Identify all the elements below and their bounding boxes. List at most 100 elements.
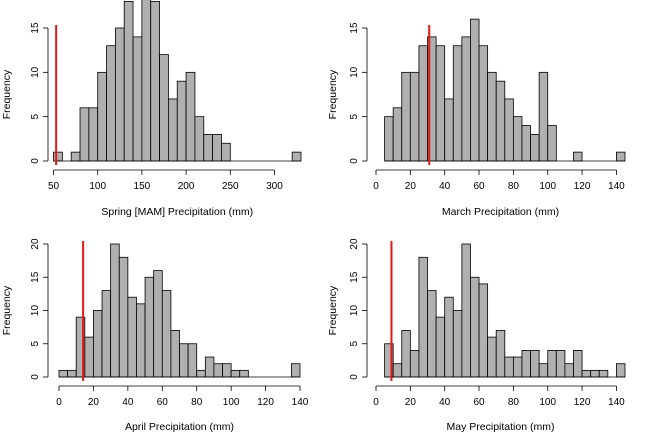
y-tick-label: 5 <box>30 341 41 347</box>
x-axis-label: May Precipitation (mm) <box>447 421 555 433</box>
x-tick-label: 120 <box>257 397 274 408</box>
x-tick-label: 140 <box>608 181 625 192</box>
y-axis-label: Frequency <box>1 69 13 119</box>
histogram-bar <box>170 330 180 378</box>
histogram-bar <box>461 36 471 162</box>
x-tick-label: 100 <box>89 181 106 192</box>
x-tick-label: 80 <box>191 397 203 408</box>
histogram-bar <box>230 369 241 378</box>
x-tick-label: 0 <box>373 397 379 408</box>
x-tick-label: 100 <box>539 181 556 192</box>
histogram-bar <box>521 125 531 162</box>
histogram-bar <box>487 336 497 378</box>
x-tick-label: 100 <box>539 397 556 408</box>
x-tick-label: 80 <box>508 397 520 408</box>
histogram-bar <box>418 45 428 162</box>
x-axis-label: Spring [MAM] Precipitation (mm) <box>101 206 253 218</box>
x-tick-label: 120 <box>574 181 591 192</box>
histogram-bar <box>495 80 506 162</box>
histogram-bar <box>204 356 215 378</box>
histogram-bar <box>392 107 403 162</box>
histogram-bar <box>221 142 231 162</box>
y-axis-label: Frequency <box>1 285 13 335</box>
histogram-bar <box>58 369 69 378</box>
x-tick-label: 250 <box>222 181 239 192</box>
histogram-bar <box>196 369 206 378</box>
histogram-bar <box>179 343 189 378</box>
histogram-bar <box>213 363 223 378</box>
histogram-bar <box>168 98 178 162</box>
histogram-bar <box>203 133 214 162</box>
x-tick-label: 0 <box>373 181 379 192</box>
histogram-bar <box>79 107 90 162</box>
histogram-bar <box>547 349 557 378</box>
x-tick-label: 200 <box>178 181 195 192</box>
histogram-bar <box>530 349 540 378</box>
x-tick-label: 140 <box>608 397 625 408</box>
histogram-bar <box>185 71 196 162</box>
histogram-bar <box>110 243 120 378</box>
histogram-bar <box>239 369 249 378</box>
histogram-bar <box>123 0 134 162</box>
histogram-bar <box>70 151 81 162</box>
histogram-bar <box>512 356 523 378</box>
y-tick-label: 15 <box>349 22 360 34</box>
y-tick-label: 0 <box>349 374 360 380</box>
histogram-bar <box>452 310 463 378</box>
histogram-bar <box>132 36 143 162</box>
histogram-bar <box>176 80 187 162</box>
x-tick-label: 60 <box>157 397 169 408</box>
x-tick-label: 60 <box>473 397 485 408</box>
y-tick-label: 5 <box>30 113 41 119</box>
x-tick-label: 100 <box>223 397 240 408</box>
histogram-bar <box>418 256 428 378</box>
y-axis-label: Frequency <box>327 285 339 335</box>
histogram-bar <box>97 71 107 162</box>
y-tick-label: 15 <box>30 22 41 34</box>
y-tick-label: 0 <box>30 158 41 164</box>
y-tick-label: 0 <box>349 158 360 164</box>
x-tick-label: 20 <box>405 397 417 408</box>
x-tick-label: 140 <box>292 397 309 408</box>
histogram-bar <box>573 151 583 162</box>
histogram-bar <box>159 54 169 162</box>
x-tick-label: 20 <box>88 397 100 408</box>
y-tick-label: 20 <box>30 238 41 250</box>
x-axis-label: March Precipitation (mm) <box>442 206 559 218</box>
histogram-bar <box>53 151 63 162</box>
histogram-bar <box>153 270 163 378</box>
histogram-bar <box>401 330 411 378</box>
histogram-bar <box>194 116 205 162</box>
y-tick-label: 20 <box>349 238 360 250</box>
y-tick-label: 10 <box>349 66 360 78</box>
x-tick-label: 50 <box>48 181 60 192</box>
histogram-bar <box>392 363 403 378</box>
histogram-bar <box>427 290 437 378</box>
histogram-bar <box>118 256 129 378</box>
histogram-bar <box>435 316 446 378</box>
histogram-bar <box>573 349 583 378</box>
histogram-bar <box>150 0 160 162</box>
x-tick-label: 300 <box>266 181 283 192</box>
x-tick-label: 120 <box>574 397 591 408</box>
histogram-panel-1: 50 100 150 200 250 300 0 5 10 15 Spring [MAM] Prec… <box>1 0 302 218</box>
histogram-bar <box>547 125 557 162</box>
x-tick-label: 20 <box>405 181 417 192</box>
y-tick-label: 15 <box>30 271 41 283</box>
x-tick-label: 40 <box>439 397 451 408</box>
histogram-bar <box>495 330 506 378</box>
histogram-bar <box>409 349 420 378</box>
histogram-bar <box>504 98 514 162</box>
histogram-bar <box>521 349 531 378</box>
histogram-bar <box>512 116 523 162</box>
y-tick-label: 10 <box>30 66 41 78</box>
histogram-bar <box>291 151 302 162</box>
histogram-bar <box>598 369 609 378</box>
histogram-bar <box>290 363 301 378</box>
histogram-bar <box>144 276 155 378</box>
x-axis-label: April Precipitation (mm) <box>125 421 234 433</box>
histogram-bar <box>461 243 471 378</box>
histogram-bar <box>487 71 497 162</box>
